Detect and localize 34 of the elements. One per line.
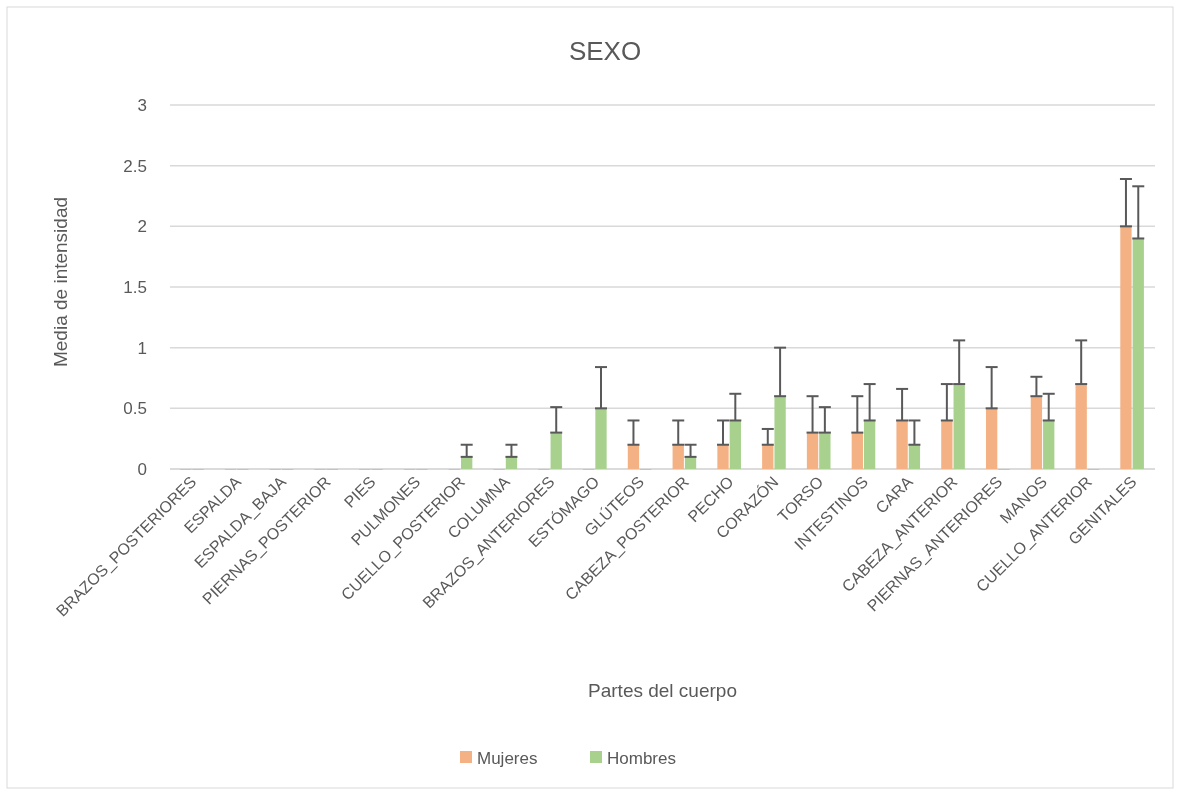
y-tick-label: 2.5 [123,156,147,176]
bar [985,408,998,469]
y-tick-label: 1 [137,338,147,358]
y-tick-label: 0.5 [123,399,147,419]
bar [1120,226,1132,469]
bar [627,444,640,469]
bar [851,432,863,469]
bar [941,420,953,469]
bar [806,432,819,469]
bar [717,444,729,469]
legend-label: Mujeres [477,748,538,768]
bar [896,420,908,469]
bar [819,432,831,469]
bar [953,384,965,469]
bar [672,444,684,469]
bar [595,408,607,469]
bar [908,444,921,469]
bar [762,444,774,469]
bar [774,396,786,469]
y-tick-label: 2 [137,217,147,237]
bar [1030,396,1043,469]
legend-label: Hombres [607,748,676,768]
bar [1043,420,1055,469]
y-tick-label: 0 [137,459,147,479]
y-tick-label: 3 [137,95,147,115]
bar [863,420,876,469]
bar [550,432,562,469]
y-tick-label: 1.5 [123,277,147,297]
x-axis-title: Partes del cuerpo [588,680,737,701]
bar [729,420,741,469]
chart-title: SEXO [568,36,642,66]
y-axis-title: Media de intensidad [50,196,71,368]
bar [1132,238,1144,469]
bar [1075,384,1087,469]
